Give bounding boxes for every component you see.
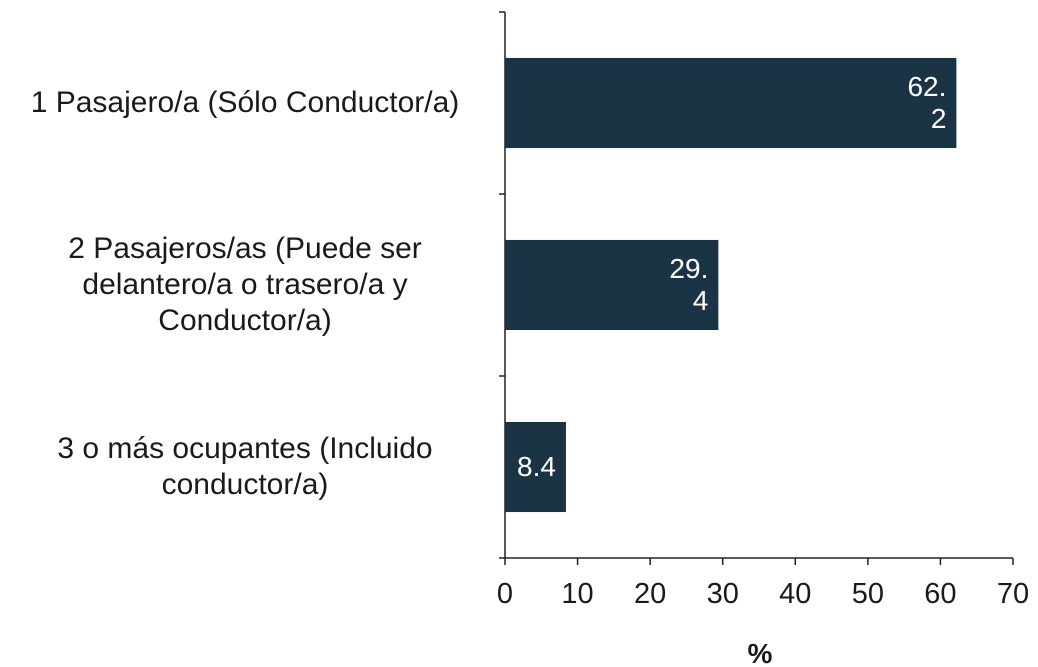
bar (505, 57, 957, 149)
x-axis-label: % (747, 638, 773, 667)
x-tick-label: 20 (634, 578, 667, 610)
bar (505, 421, 566, 513)
x-tick-label: 70 (996, 578, 1030, 610)
x-tick-label: 50 (851, 578, 884, 610)
bar (505, 239, 719, 331)
x-tick-label: 0 (496, 578, 514, 610)
data-label: 62.2 (907, 71, 947, 134)
data-label: 8.4 (517, 451, 556, 482)
y-tick-label: 2 Pasajeros/as (Puede ser delantero/a o … (68, 232, 422, 337)
x-tick-label: 10 (561, 578, 594, 610)
x-tick-label: 30 (706, 578, 739, 610)
x-tick-label: 60 (924, 578, 957, 610)
y-tick-label: 1 Pasajero/a (Sólo Conductor/a) (30, 86, 460, 119)
x-tick-label: 40 (779, 578, 812, 610)
y-tick-label: 3 o más ocupantes (Incluido conductor/a) (57, 432, 433, 501)
data-label: 29.4 (669, 253, 709, 316)
